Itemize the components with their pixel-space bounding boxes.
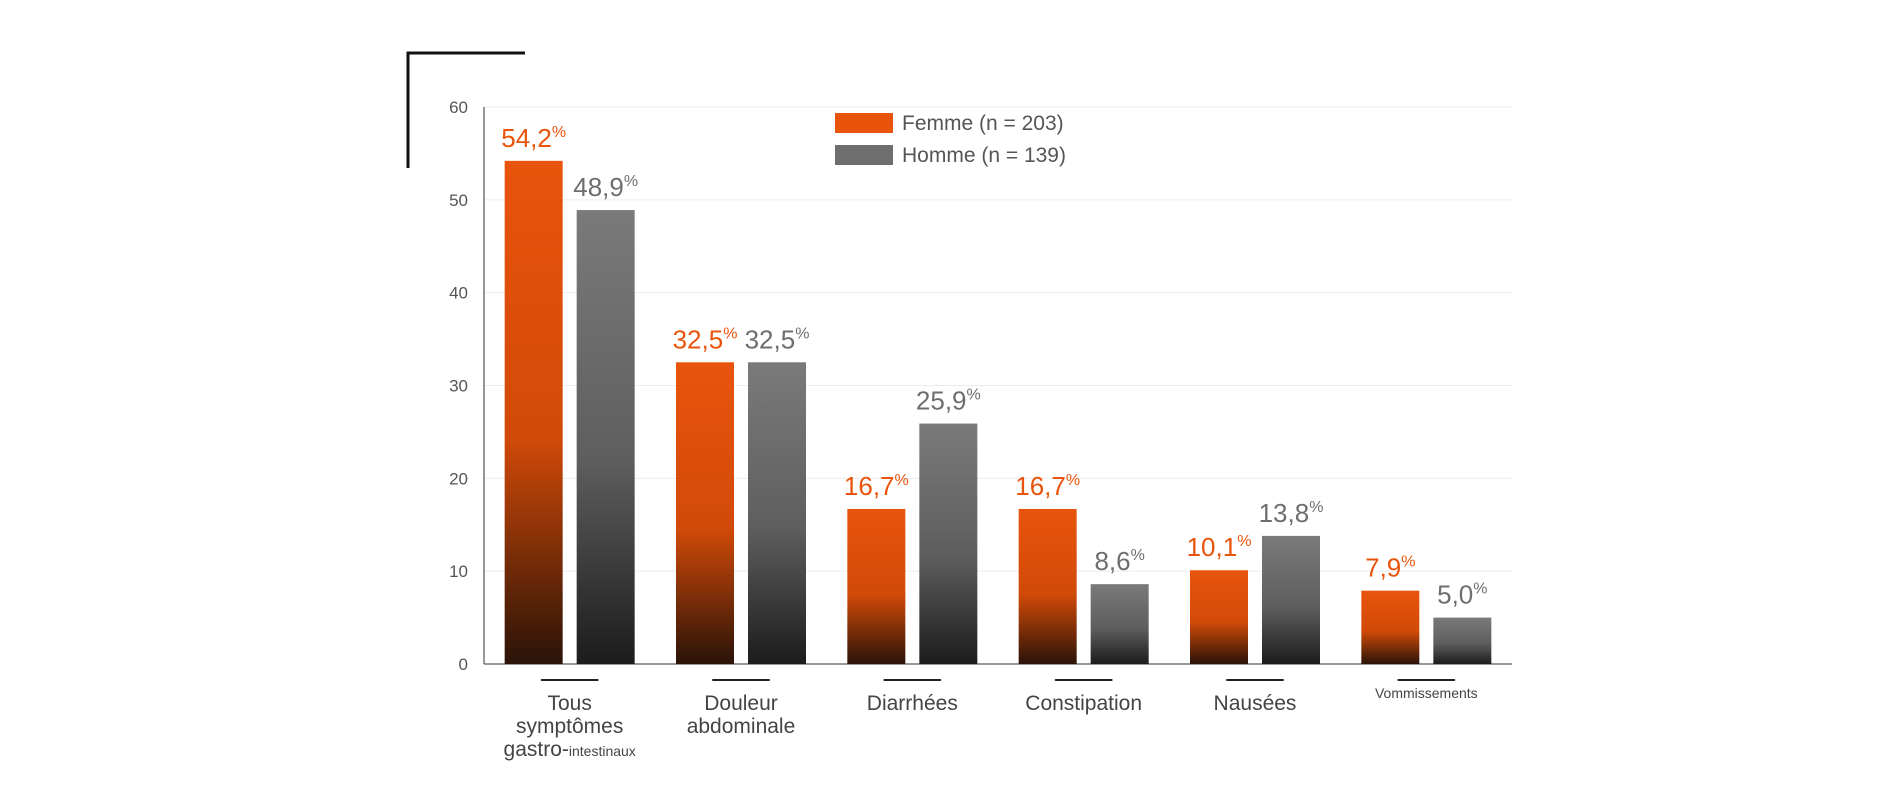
y-tick-label: 30: [449, 377, 468, 396]
category-label-0: gastro-intestinaux: [504, 738, 636, 761]
value-label-homme-5: 5,0%: [1437, 580, 1487, 610]
legend-label-1: Homme (n = 139): [902, 144, 1066, 167]
corner-bracket: [406, 51, 525, 168]
legend-label-0: Femme (n = 203): [902, 112, 1064, 135]
category-label-1: Douleur: [704, 692, 778, 715]
bar-homme-3: [1090, 584, 1149, 664]
value-label-femme-5: 7,9%: [1365, 553, 1415, 583]
bar-femme-0: [504, 160, 563, 665]
y-tick-label: 50: [449, 191, 468, 210]
legend-swatch-0: [835, 113, 893, 133]
bars: [504, 160, 1492, 665]
category-label-0: Tous: [547, 692, 591, 715]
category-label-1: abdominale: [687, 715, 796, 738]
y-tick-label: 40: [449, 284, 468, 303]
value-label-femme-1: 32,5%: [673, 324, 738, 354]
bar-homme-0: [576, 210, 635, 665]
gridlines: [484, 106, 1512, 572]
category-label-2: Diarrhées: [867, 692, 958, 715]
y-tick-label: 60: [449, 98, 468, 117]
value-label-femme-2: 16,7%: [844, 471, 909, 501]
bar-femme-3: [1018, 508, 1077, 664]
bar-homme-5: [1433, 617, 1492, 664]
axes: 0 10 20 30 40 50 60: [449, 98, 1512, 674]
value-label-femme-3: 16,7%: [1015, 471, 1080, 501]
category-label-3: Constipation: [1025, 692, 1142, 715]
value-label-homme-0: 48,9%: [573, 172, 638, 202]
data-labels: 54,2%48,9% 32,5% 32,5% 16,7% 25,9% 16,7% 8,6% 1…: [501, 123, 1487, 610]
bar-homme-2: [919, 423, 978, 664]
category-label-0: symptômes: [516, 715, 623, 738]
legend: Femme (n = 203) Homme (n = 139): [835, 112, 1066, 167]
category-label-5: Vommissements: [1375, 685, 1478, 701]
bar-femme-2: [847, 508, 906, 664]
y-tick-label: 20: [449, 469, 468, 488]
value-label-homme-1: 32,5%: [745, 324, 810, 354]
value-label-homme-4: 13,8%: [1259, 498, 1324, 528]
value-label-femme-4: 10,1%: [1187, 532, 1252, 562]
bar-homme-1: [748, 362, 806, 664]
category-label-4: Nausées: [1214, 692, 1297, 715]
bar-femme-1: [676, 362, 734, 664]
value-label-femme-0: 54,2%: [501, 123, 566, 153]
legend-swatch-1: [835, 145, 893, 165]
bar-femme-4: [1190, 570, 1248, 664]
y-tick-label: 0: [459, 655, 468, 674]
bar-femme-5: [1361, 590, 1420, 664]
y-tick-label: 10: [449, 562, 468, 581]
value-label-homme-3: 8,6%: [1094, 546, 1144, 576]
value-label-homme-2: 25,9%: [916, 386, 981, 416]
bar-homme-4: [1262, 535, 1320, 664]
